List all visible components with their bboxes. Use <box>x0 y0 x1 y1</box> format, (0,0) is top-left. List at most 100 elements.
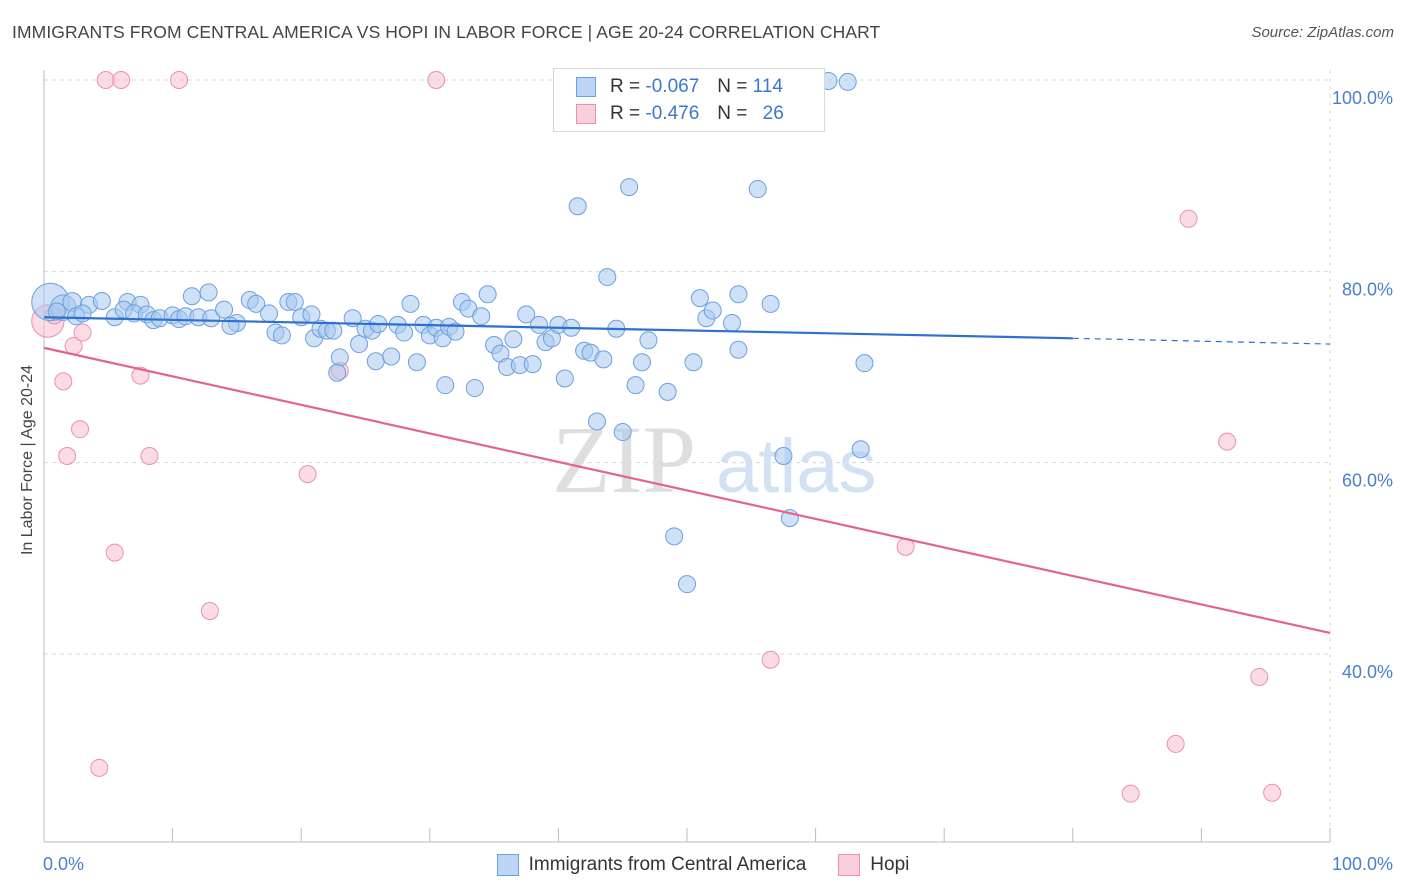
data-point <box>395 323 414 342</box>
data-point <box>366 352 385 371</box>
data-point <box>690 289 709 308</box>
n-label: N = <box>717 76 748 97</box>
data-point <box>523 355 542 374</box>
data-point <box>436 376 455 395</box>
data-point <box>1121 784 1140 803</box>
y-tick-label: 100.0% <box>1332 88 1393 108</box>
data-point <box>665 527 684 546</box>
blue-swatch <box>576 77 596 97</box>
data-point <box>47 302 66 321</box>
legend-label: Hopi <box>870 854 910 875</box>
data-point <box>382 347 401 366</box>
data-point <box>678 575 696 594</box>
data-point <box>330 348 349 367</box>
source-credit: Source: ZipAtlas.com <box>1251 24 1394 41</box>
watermark: ZIP atlas <box>552 406 877 513</box>
data-point <box>131 366 150 385</box>
data-point <box>427 71 446 89</box>
trend-line-central-america <box>43 316 1073 340</box>
data-point <box>478 285 497 304</box>
data-point <box>202 309 221 328</box>
axes <box>43 70 1331 843</box>
data-point <box>112 71 131 89</box>
data-point <box>598 268 617 287</box>
data-point <box>1218 432 1237 451</box>
r-value: -0.067 <box>645 76 700 97</box>
data-point <box>92 291 111 310</box>
data-point <box>748 180 767 199</box>
series-legend: Immigrants from Central America Hopi <box>0 852 1406 878</box>
pink-swatch <box>838 854 861 876</box>
r-label: R = <box>610 103 641 124</box>
legend-row-hopi: R = -0.476 N = 26 <box>576 101 784 127</box>
trend-line-central-america-dashed <box>1072 337 1331 345</box>
watermark-atlas: atlas <box>716 424 877 509</box>
data-point <box>555 369 574 388</box>
data-point <box>401 294 420 313</box>
data-point <box>1263 783 1282 802</box>
data-point <box>272 326 291 345</box>
data-point <box>446 322 465 341</box>
data-point <box>632 353 651 372</box>
data-point <box>215 300 234 319</box>
data-point <box>54 372 73 391</box>
data-point <box>140 446 159 465</box>
y-tick-label: 80.0% <box>1342 279 1393 299</box>
trend-lines <box>43 316 1331 635</box>
data-point <box>761 650 780 669</box>
data-point <box>58 446 77 465</box>
data-point <box>105 543 124 562</box>
n-value: 26 <box>762 103 784 124</box>
legend-item-central-america[interactable]: Immigrants from Central America <box>496 854 807 876</box>
data-point <box>658 382 677 401</box>
data-point <box>851 440 870 459</box>
n-label: N = <box>717 103 748 124</box>
legend-row-central-america: R = -0.067 N = 114 <box>576 74 783 100</box>
data-point <box>626 376 645 395</box>
data-point <box>594 350 613 369</box>
data-point <box>407 353 426 372</box>
data-point <box>1166 734 1185 753</box>
data-point <box>285 292 304 311</box>
legend-label: Immigrants from Central America <box>528 854 807 875</box>
data-point <box>530 315 549 334</box>
data-point <box>90 758 109 777</box>
data-point <box>260 304 279 323</box>
data-point <box>1179 209 1198 228</box>
data-point <box>855 354 874 373</box>
data-point <box>73 323 92 342</box>
data-point <box>684 353 703 372</box>
data-point <box>73 304 92 323</box>
data-point <box>613 423 632 442</box>
y-tick-label: 60.0% <box>1342 471 1393 491</box>
r-label: R = <box>610 76 641 97</box>
data-point <box>71 420 90 439</box>
data-point <box>472 307 491 326</box>
data-point <box>587 412 606 431</box>
pink-swatch <box>576 104 596 124</box>
x-tick-min: 0.0% <box>43 854 84 874</box>
x-tick-max: 100.0% <box>1332 854 1393 874</box>
data-point <box>703 301 722 320</box>
data-point <box>96 71 115 89</box>
data-point <box>504 330 523 349</box>
r-value: -0.476 <box>645 103 700 124</box>
data-point <box>729 340 748 359</box>
data-point <box>774 446 793 465</box>
data-point <box>465 379 484 398</box>
data-point <box>639 331 658 350</box>
trend-line-hopi <box>43 346 1331 635</box>
chart-title: IMMIGRANTS FROM CENTRAL AMERICA VS HOPI … <box>12 22 881 42</box>
data-point <box>729 285 748 304</box>
data-point <box>761 294 780 313</box>
central-america-points <box>31 71 874 594</box>
data-point <box>723 313 742 332</box>
data-point <box>200 601 219 620</box>
data-point <box>182 287 201 306</box>
legend-item-hopi[interactable]: Hopi <box>838 854 909 876</box>
data-point <box>1250 667 1269 686</box>
data-point <box>298 465 317 484</box>
data-point <box>568 197 587 216</box>
watermark-zip: ZIP <box>552 406 696 513</box>
